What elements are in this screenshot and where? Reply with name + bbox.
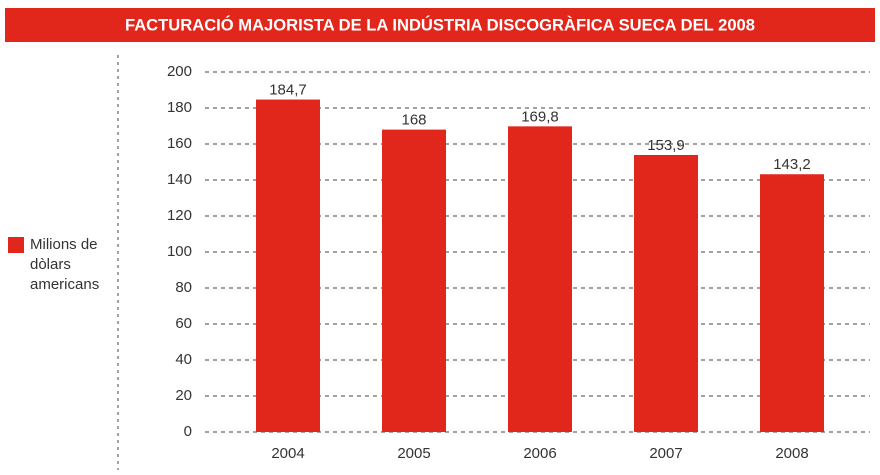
y-tick-label: 40: [175, 351, 192, 368]
value-label: 143,2: [773, 156, 811, 173]
y-tick-label: 200: [167, 63, 192, 80]
bar: [760, 174, 824, 433]
legend-label: Milions de dòlars americans: [30, 236, 100, 293]
y-tick-label: 60: [175, 315, 192, 332]
chart-title: FACTURACIÓ MAJORISTA DE LA INDÚSTRIA DIS…: [125, 15, 755, 34]
x-tick-label: 2006: [523, 445, 556, 462]
value-label: 169,8: [521, 108, 559, 125]
x-tick-label: 2007: [649, 445, 682, 462]
title-bar: [5, 8, 875, 42]
y-tick-label: 0: [184, 423, 192, 440]
x-tick-label: 2005: [397, 445, 430, 462]
y-tick-label: 100: [167, 243, 192, 260]
y-tick-label: 140: [167, 171, 192, 188]
value-label: 184,7: [269, 82, 307, 99]
x-tick-label: 2004: [271, 445, 304, 462]
x-tick-label: 2008: [775, 445, 808, 462]
y-tick-label: 160: [167, 135, 192, 152]
y-tick-label: 180: [167, 99, 192, 116]
y-tick-label: 20: [175, 387, 192, 404]
bar: [508, 126, 572, 433]
value-label: 168: [401, 112, 426, 129]
bar: [634, 154, 698, 433]
legend-swatch: [8, 237, 24, 253]
bar: [382, 129, 446, 432]
value-label: 153,9: [647, 137, 685, 154]
y-tick-label: 80: [175, 279, 192, 296]
y-tick-label: 120: [167, 207, 192, 224]
bar: [256, 99, 320, 432]
legend: Milions de dòlars americans: [8, 235, 115, 295]
